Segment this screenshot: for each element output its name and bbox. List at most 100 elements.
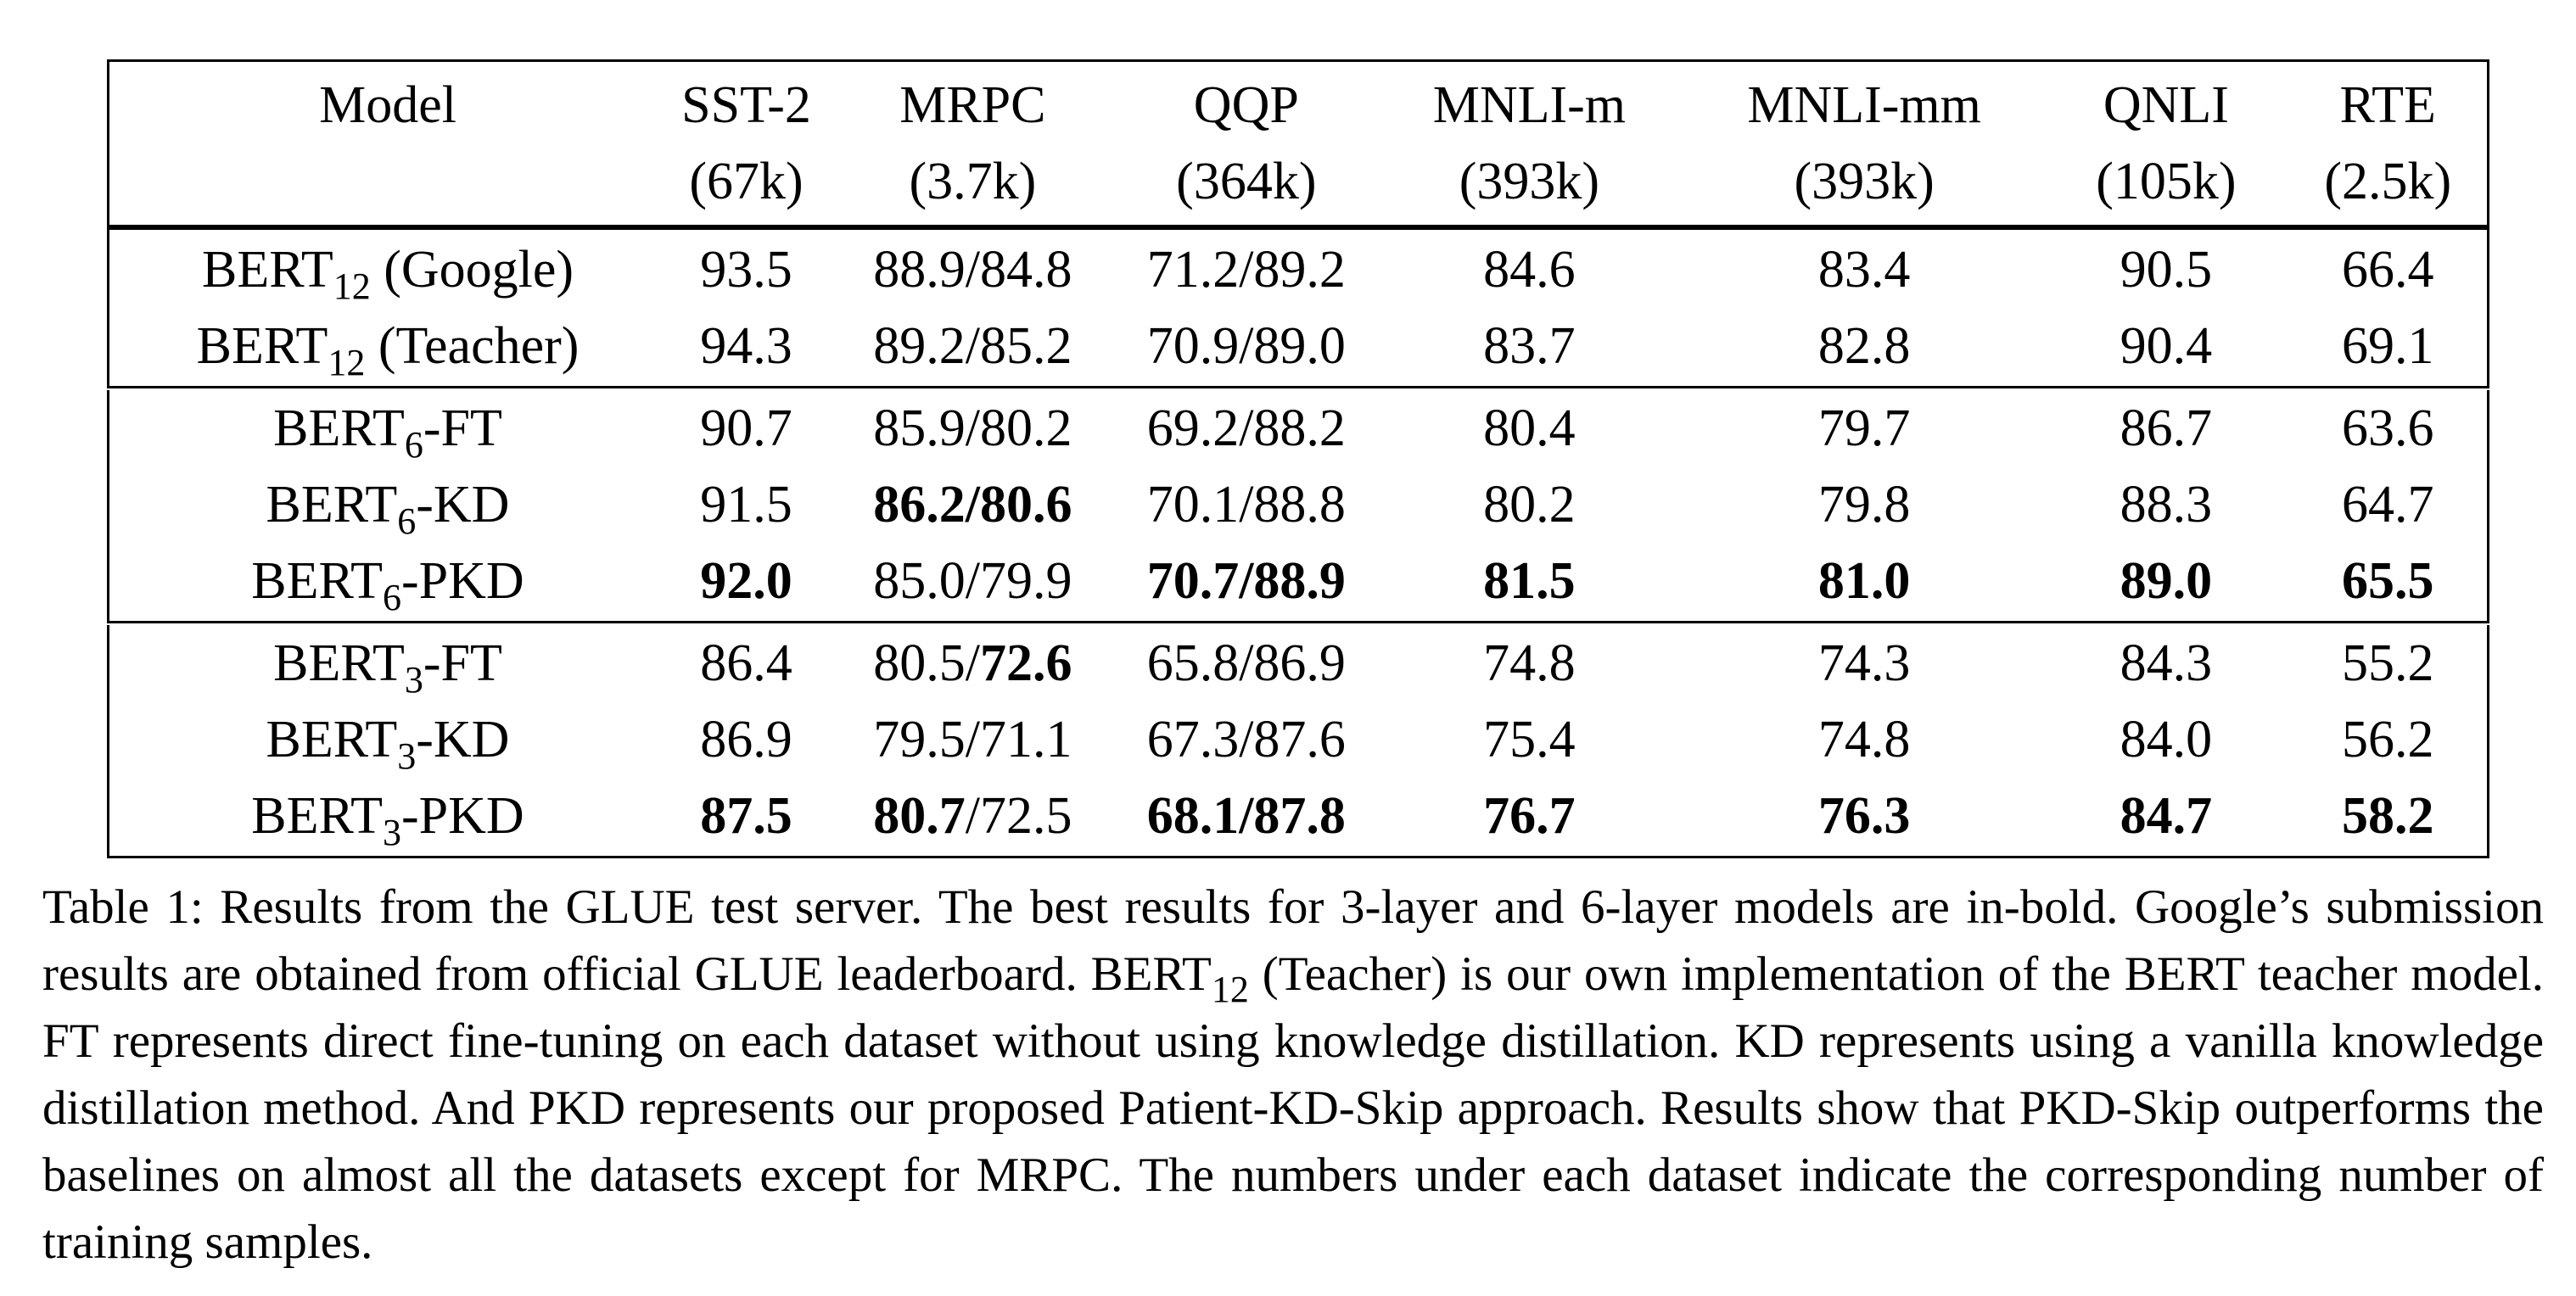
model-name-cell: BERT12 (Google)	[109, 232, 666, 308]
model-group: BERT6-FT 90.7 85.9/80.2 69.2/88.2 80.4 79.7 86…	[107, 390, 2489, 623]
model-layer-subscript: 6	[383, 577, 402, 618]
score-cell: 79.7	[1817, 399, 1911, 457]
score-cell: 71.2/89.2	[1146, 241, 1346, 299]
model-name-cell: BERT6-FT	[109, 390, 666, 466]
table-row: BERT3-KD 86.9 79.5/71.1 67.3/87.6 75.4 74.8 84…	[109, 701, 2487, 778]
score-cell: 80.7/72.5	[826, 778, 1119, 854]
model-name: BERT	[251, 552, 384, 610]
score-cell: 74.8	[1483, 634, 1576, 692]
table-row: BERT3-PKD 87.5 80.7/72.5 68.1/87.8 76.7 76.3 8…	[109, 778, 2487, 854]
header-sizes-row: (67k) (3.7k) (364k) (393k) (393k) (105k) (2.5k…	[109, 143, 2487, 220]
score-part: 72.6	[979, 634, 1072, 692]
score-cell: 88.9/84.8	[873, 241, 1072, 299]
model-name-cell: BERT6-KD	[109, 466, 666, 543]
model-name: BERT	[266, 476, 398, 533]
score-cell: 79.8	[1817, 476, 1911, 533]
score-cell: 83.7	[1483, 317, 1576, 375]
column-header: RTE	[2339, 76, 2436, 134]
score-cell: 84.0	[2120, 711, 2213, 768]
model-variant: -KD	[416, 711, 510, 768]
column-sample-count	[109, 143, 666, 220]
score-cell: 85.9/80.2	[873, 399, 1072, 457]
score-cell: 89.2/85.2	[873, 317, 1072, 375]
score-cell: 66.4	[2341, 241, 2434, 299]
column-header: MNLI-mm	[1747, 76, 1981, 134]
model-name: BERT	[251, 787, 384, 845]
column-sample-count: (393k)	[1459, 153, 1600, 210]
model-name-cell: BERT12 (Teacher)	[109, 308, 666, 384]
score-cell: 91.5	[700, 476, 792, 533]
score-part: 80.5/	[873, 634, 980, 692]
table-row: BERT6-KD 91.5 86.2/80.6 70.1/88.8 80.2 79.8 88…	[109, 466, 2487, 543]
model-name-cell: BERT3-FT	[109, 625, 666, 701]
score-cell: 76.3	[1817, 787, 1911, 845]
score-cell: 63.6	[2341, 399, 2434, 457]
table-row: BERT6-FT 90.7 85.9/80.2 69.2/88.2 80.4 79.7 86…	[109, 390, 2487, 466]
table-header: Model SST-2 MRPC QQP MNLI-m MNLI-mm QNLI RTE (6…	[107, 59, 2489, 227]
score-cell: 84.7	[2120, 787, 2213, 845]
model-layer-subscript: 12	[333, 265, 371, 307]
caption-bert-subscript: 12	[1211, 969, 1249, 1010]
score-cell: 69.1	[2341, 317, 2434, 375]
score-cell: 81.0	[1817, 552, 1911, 610]
column-sample-count: (67k)	[689, 153, 804, 210]
score-cell: 67.3/87.6	[1146, 711, 1346, 768]
score-cell: 93.5	[700, 241, 792, 299]
score-cell: 83.4	[1817, 241, 1911, 299]
score-cell: 55.2	[2341, 634, 2434, 692]
model-variant: -FT	[423, 399, 502, 457]
score-cell: 90.7	[700, 399, 792, 457]
score-cell: 84.3	[2120, 634, 2213, 692]
score-cell: 90.5	[2120, 241, 2213, 299]
model-layer-subscript: 3	[404, 659, 423, 701]
model-group: BERT3-FT 86.4 80.5/72.6 65.8/86.9 74.8 74.3 84…	[107, 625, 2489, 858]
model-variant: -PKD	[401, 552, 524, 610]
score-cell: 80.5/72.6	[826, 625, 1119, 701]
score-cell: 65.5	[2341, 552, 2434, 610]
score-cell: 74.3	[1817, 634, 1911, 692]
score-cell: 75.4	[1483, 711, 1576, 768]
column-sample-count: (3.7k)	[909, 153, 1037, 210]
score-cell: 86.2/80.6	[873, 476, 1072, 533]
table-row: BERT12 (Teacher) 94.3 89.2/85.2 70.9/89.0 83…	[109, 308, 2487, 384]
model-variant: -FT	[423, 634, 502, 692]
caption-bert-name: BERT	[1090, 947, 1212, 1001]
model-layer-subscript: 6	[397, 500, 417, 542]
model-name: BERT	[266, 711, 398, 768]
score-cell: 80.4	[1483, 399, 1576, 457]
caption-text-2: (Teacher) is our own implementation of t…	[42, 947, 2544, 1269]
score-cell: 70.9/89.0	[1146, 317, 1346, 375]
model-name-cell: BERT6-PKD	[109, 543, 666, 619]
model-variant: (Google)	[370, 241, 574, 299]
table-body: BERT12 (Google) 93.5 88.9/84.8 71.2/89.2 84.…	[107, 227, 2489, 858]
model-name: BERT	[201, 241, 333, 299]
score-cell: 79.5/71.1	[873, 711, 1072, 768]
score-cell: 87.5	[700, 787, 792, 845]
column-header: Model	[319, 76, 456, 134]
column-header: QQP	[1193, 76, 1299, 134]
column-sample-count: (364k)	[1176, 153, 1317, 210]
score-cell: 90.4	[2120, 317, 2213, 375]
column-sample-count: (393k)	[1794, 153, 1935, 210]
score-cell: 86.4	[700, 634, 792, 692]
score-cell: 86.7	[2120, 399, 2213, 457]
column-header: SST-2	[681, 76, 811, 134]
column-sample-count: (2.5k)	[2324, 153, 2452, 210]
score-cell: 76.7	[1483, 787, 1576, 845]
header-names-row: Model SST-2 MRPC QQP MNLI-m MNLI-mm QNLI RTE	[109, 67, 2487, 143]
column-sample-count: (105k)	[2096, 153, 2237, 210]
score-cell: 70.7/88.9	[1146, 552, 1346, 610]
score-cell: 81.5	[1483, 552, 1576, 610]
score-cell: 94.3	[700, 317, 792, 375]
column-header: QNLI	[2103, 76, 2229, 134]
model-variant: -PKD	[401, 787, 524, 845]
score-cell: 64.7	[2341, 476, 2434, 533]
model-name: BERT	[273, 399, 405, 457]
model-name-cell: BERT3-PKD	[109, 778, 666, 854]
results-table: Model SST-2 MRPC QQP MNLI-m MNLI-mm QNLI RTE (6…	[107, 59, 2489, 858]
model-layer-subscript: 3	[397, 735, 417, 777]
score-cell: 80.2	[1483, 476, 1576, 533]
model-name: BERT	[196, 317, 328, 375]
score-cell: 82.8	[1817, 317, 1911, 375]
score-cell: 68.1/87.8	[1146, 787, 1346, 845]
